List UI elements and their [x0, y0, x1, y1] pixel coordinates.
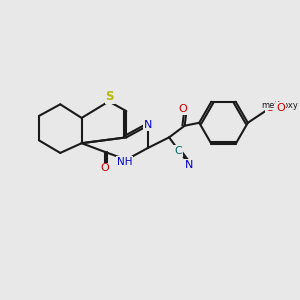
Text: C: C: [174, 146, 182, 156]
Text: O: O: [266, 103, 274, 113]
Text: N: N: [185, 160, 194, 170]
Text: NH: NH: [117, 157, 132, 167]
Text: N: N: [143, 120, 152, 130]
Text: O: O: [100, 164, 109, 173]
Text: methoxy: methoxy: [262, 101, 298, 110]
Text: O: O: [178, 104, 187, 114]
Text: S: S: [106, 90, 114, 103]
Text: O: O: [276, 103, 285, 113]
